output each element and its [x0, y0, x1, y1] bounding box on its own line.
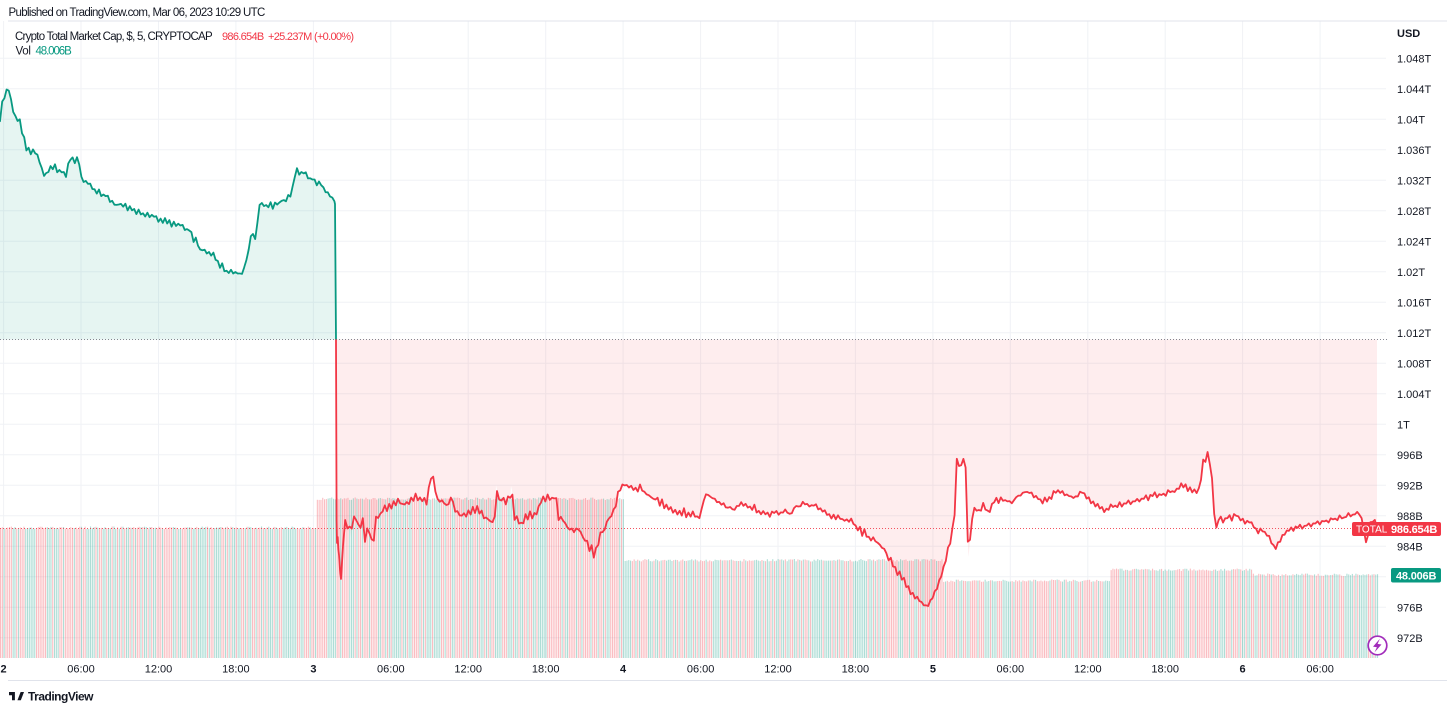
svg-text:Vol: Vol [16, 46, 31, 58]
svg-text:992B: 992B [1397, 480, 1423, 492]
svg-text:2: 2 [1, 664, 7, 676]
svg-text:5: 5 [930, 664, 936, 676]
svg-text:1.044T: 1.044T [1397, 84, 1432, 96]
svg-text:18:00: 18:00 [222, 664, 250, 676]
svg-text:TradingView: TradingView [28, 690, 94, 704]
svg-text:+25.237M: +25.237M [268, 31, 312, 43]
svg-text:1.004T: 1.004T [1397, 389, 1432, 401]
svg-text:18:00: 18:00 [1151, 664, 1179, 676]
svg-text:06:00: 06:00 [377, 664, 405, 676]
svg-text:(+0.00%): (+0.00%) [314, 31, 353, 43]
svg-text:3: 3 [310, 664, 316, 676]
svg-text:12:00: 12:00 [145, 664, 173, 676]
svg-text:1.032T: 1.032T [1397, 175, 1432, 187]
svg-text:06:00: 06:00 [67, 664, 95, 676]
svg-text:06:00: 06:00 [1306, 664, 1334, 676]
svg-text:976B: 976B [1397, 602, 1423, 614]
svg-text:986.654B: 986.654B [222, 31, 264, 43]
svg-text:1.028T: 1.028T [1397, 206, 1432, 218]
svg-text:Published on TradingView.com,: Published on TradingView.com, Mar 06, 20… [9, 7, 266, 19]
svg-text:1.04T: 1.04T [1397, 114, 1425, 126]
svg-text:18:00: 18:00 [842, 664, 870, 676]
svg-text:1.024T: 1.024T [1397, 236, 1432, 248]
svg-text:48.006B: 48.006B [1396, 571, 1436, 583]
svg-text:4: 4 [620, 664, 627, 676]
svg-text:1.016T: 1.016T [1397, 297, 1432, 309]
svg-text:48.006B: 48.006B [36, 46, 73, 58]
svg-text:1.008T: 1.008T [1397, 358, 1432, 370]
svg-text:988B: 988B [1397, 511, 1423, 523]
svg-text:972B: 972B [1397, 633, 1423, 645]
svg-text:984B: 984B [1397, 541, 1423, 553]
svg-text:12:00: 12:00 [1074, 664, 1102, 676]
svg-text:1.036T: 1.036T [1397, 145, 1432, 157]
svg-text:06:00: 06:00 [997, 664, 1025, 676]
svg-text:06:00: 06:00 [687, 664, 715, 676]
svg-text:986.654B: 986.654B [1391, 524, 1437, 536]
svg-text:12:00: 12:00 [764, 664, 792, 676]
svg-text:1.012T: 1.012T [1397, 328, 1432, 340]
svg-text:1T: 1T [1397, 419, 1410, 431]
svg-text:1.02T: 1.02T [1397, 267, 1425, 279]
svg-text:USD: USD [1397, 28, 1420, 40]
svg-text:6: 6 [1240, 664, 1246, 676]
svg-text:TOTAL: TOTAL [1356, 525, 1388, 536]
svg-text:1.048T: 1.048T [1397, 53, 1432, 65]
svg-text:18:00: 18:00 [532, 664, 560, 676]
svg-text:996B: 996B [1397, 450, 1423, 462]
svg-text:12:00: 12:00 [454, 664, 482, 676]
svg-text:Crypto Total Market Cap, $, 5,: Crypto Total Market Cap, $, 5, CRYPTOCAP [15, 31, 213, 43]
